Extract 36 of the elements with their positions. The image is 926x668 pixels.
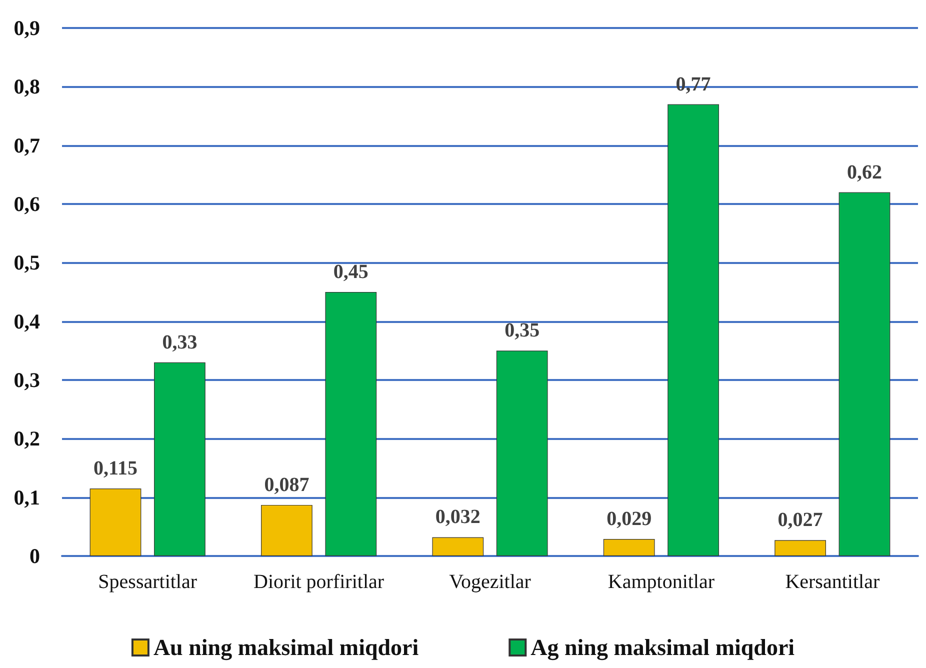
y-tick-label: 0,5: [14, 250, 40, 275]
bar: [154, 362, 206, 556]
x-tick-label: Vogezitlar: [449, 571, 532, 593]
bar: [325, 292, 377, 556]
y-tick-label: 0,4: [14, 309, 40, 334]
data-label: 0,029: [606, 508, 652, 530]
bar: [261, 504, 312, 556]
bar: [496, 350, 548, 556]
x-tick-label: Kamptonitlar: [608, 571, 715, 593]
y-tick-label: 0,3: [14, 368, 40, 392]
bar: [90, 488, 142, 556]
y-tick-label: 0,6: [14, 192, 40, 216]
data-label: 0,032: [435, 506, 480, 528]
y-tick-label: 0,9: [14, 16, 40, 40]
y-tick-label: 0,1: [14, 485, 40, 510]
bar: [774, 540, 826, 556]
y-tick-label: 0,7: [14, 133, 40, 158]
y-tick-label: 0,8: [14, 74, 40, 99]
x-tick-label: Kersantitlar: [785, 571, 880, 593]
bar: [668, 104, 719, 556]
y-tick-label: 0: [30, 544, 40, 568]
y-tick-label: 0,2: [14, 426, 40, 451]
data-label: 0,027: [778, 509, 823, 532]
bar: [603, 538, 655, 556]
bar: [432, 537, 484, 556]
bar: [838, 192, 890, 556]
legend-label: Ag ning maksimal miqdori: [530, 635, 796, 661]
data-label: 0,115: [94, 458, 138, 480]
data-label: 0,33: [162, 331, 198, 354]
x-tick-label: Spessartitlar: [98, 571, 198, 593]
data-label: 0,62: [847, 161, 882, 184]
data-label: 0,087: [264, 474, 310, 496]
data-label: 0,45: [333, 261, 368, 283]
legend-label: Au ning maksimal miqdori: [153, 635, 420, 661]
data-label: 0,35: [504, 320, 540, 342]
x-tick-label: Diorit porfiritlar: [254, 571, 384, 593]
